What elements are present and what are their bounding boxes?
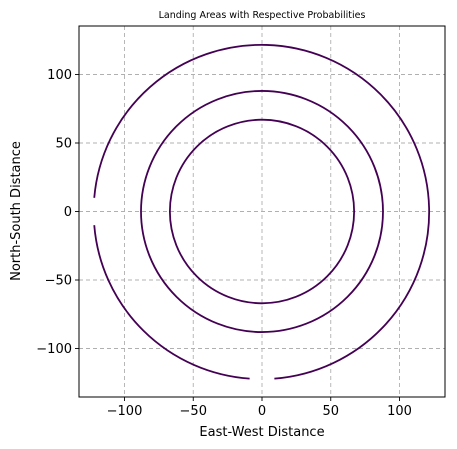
y-tick-label: −50: [45, 274, 72, 289]
y-tick-label: −100: [36, 342, 72, 357]
contour-arc: [93, 225, 250, 380]
contour-lines: [93, 43, 431, 380]
x-tick-label: 100: [387, 404, 412, 419]
contour-circle: [168, 118, 356, 305]
y-tick-label: 50: [55, 137, 72, 152]
x-tick-label: 50: [322, 404, 339, 419]
contour-circle: [140, 90, 384, 333]
ticks: −100 −50 0 50 100 −100 −50 0 50 100: [36, 68, 412, 419]
y-tick-label: 0: [64, 205, 72, 220]
x-tick-label: −50: [180, 404, 207, 419]
x-tick-label: −100: [107, 404, 143, 419]
x-tick-label: 0: [258, 404, 266, 419]
x-axis-label: East-West Distance: [199, 425, 324, 440]
y-tick-label: 100: [47, 68, 72, 83]
chart-title: Landing Areas with Respective Probabilit…: [159, 10, 366, 21]
contour-arc: [93, 43, 431, 380]
grid: [79, 26, 445, 397]
y-axis-label: North-South Distance: [9, 141, 24, 281]
